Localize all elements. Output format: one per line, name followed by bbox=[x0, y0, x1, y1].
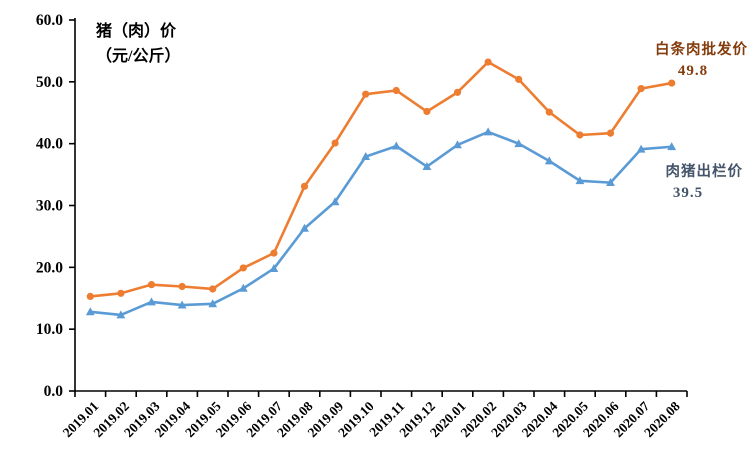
wholesale-data-point bbox=[484, 58, 492, 66]
y-axis-tick-label: 20.0 bbox=[36, 259, 63, 276]
live-pig-data-point bbox=[667, 142, 677, 151]
wholesale-data-point bbox=[423, 107, 431, 116]
live-pig-data-point bbox=[391, 141, 401, 150]
wholesale-data-point bbox=[300, 182, 309, 190]
live-pig-data-point bbox=[514, 139, 524, 148]
live-pig-data-point bbox=[361, 152, 371, 161]
live-pig-data-point bbox=[177, 300, 187, 309]
live-pig-data-point bbox=[85, 307, 95, 316]
live-pig-data-point bbox=[453, 140, 462, 149]
wholesale-data-point bbox=[545, 108, 553, 116]
live-pig-data-point bbox=[544, 156, 554, 165]
wholesale-data-point bbox=[637, 85, 645, 93]
wholesale-data-point bbox=[362, 90, 370, 98]
live-pig-data-point bbox=[636, 144, 646, 153]
wholesale-data-point bbox=[117, 289, 125, 297]
wholesale-data-point bbox=[239, 264, 247, 272]
wholesale-data-point bbox=[515, 75, 523, 83]
y-axis-tick-label: 10.0 bbox=[36, 321, 63, 338]
wholesale-data-point bbox=[147, 281, 156, 289]
wholesale-data-point bbox=[178, 282, 186, 291]
chart-title: 猪（肉）价 （元/公斤） bbox=[96, 20, 180, 70]
live-pig-data-point bbox=[269, 263, 279, 272]
live-pig-data-point bbox=[238, 283, 248, 292]
chart-title-line1: 猪（肉）价 bbox=[96, 23, 177, 40]
live-pig-data-point bbox=[483, 127, 493, 136]
y-axis-tick-label: 50.0 bbox=[36, 74, 63, 91]
live-pig-data-point bbox=[147, 297, 156, 306]
y-axis-tick-label: 0.0 bbox=[44, 383, 64, 400]
wholesale-series-end-value: 49.8 bbox=[677, 63, 709, 79]
live-pig-series-label: 肉猪出栏价 39.5 bbox=[633, 160, 743, 202]
wholesale-data-point bbox=[331, 139, 339, 147]
wholesale-data-point bbox=[606, 129, 615, 137]
wholesale-data-point bbox=[392, 86, 400, 95]
live-pig-data-point bbox=[422, 161, 432, 170]
wholesale-data-point bbox=[209, 285, 217, 293]
y-axis-tick-label: 40.0 bbox=[36, 136, 63, 153]
wholesale-data-point bbox=[270, 249, 278, 257]
live-pig-data-point bbox=[300, 223, 309, 232]
wholesale-series-label: 白条肉批发价 49.8 bbox=[638, 38, 748, 80]
live-pig-data-point bbox=[208, 299, 218, 308]
wholesale-data-point bbox=[668, 79, 676, 87]
wholesale-data-point bbox=[453, 88, 462, 96]
y-axis-tick-label: 60.0 bbox=[36, 12, 63, 29]
live-pig-series-end-value: 39.5 bbox=[672, 185, 704, 201]
live-pig-data-point bbox=[606, 178, 615, 187]
live-pig-data-point bbox=[330, 197, 340, 206]
wholesale-series-name: 白条肉批发价 bbox=[655, 42, 748, 58]
live-pig-series-name: 肉猪出栏价 bbox=[665, 164, 743, 180]
y-axis-tick-label: 30.0 bbox=[36, 198, 63, 215]
live-pig-series-line bbox=[89, 130, 674, 317]
wholesale-series-line bbox=[89, 60, 674, 298]
live-pig-data-point bbox=[575, 176, 585, 185]
wholesale-data-point bbox=[86, 292, 94, 300]
chart-title-line2: （元/公斤） bbox=[96, 47, 181, 65]
wholesale-data-point bbox=[576, 131, 584, 139]
live-pig-data-point bbox=[116, 310, 126, 319]
